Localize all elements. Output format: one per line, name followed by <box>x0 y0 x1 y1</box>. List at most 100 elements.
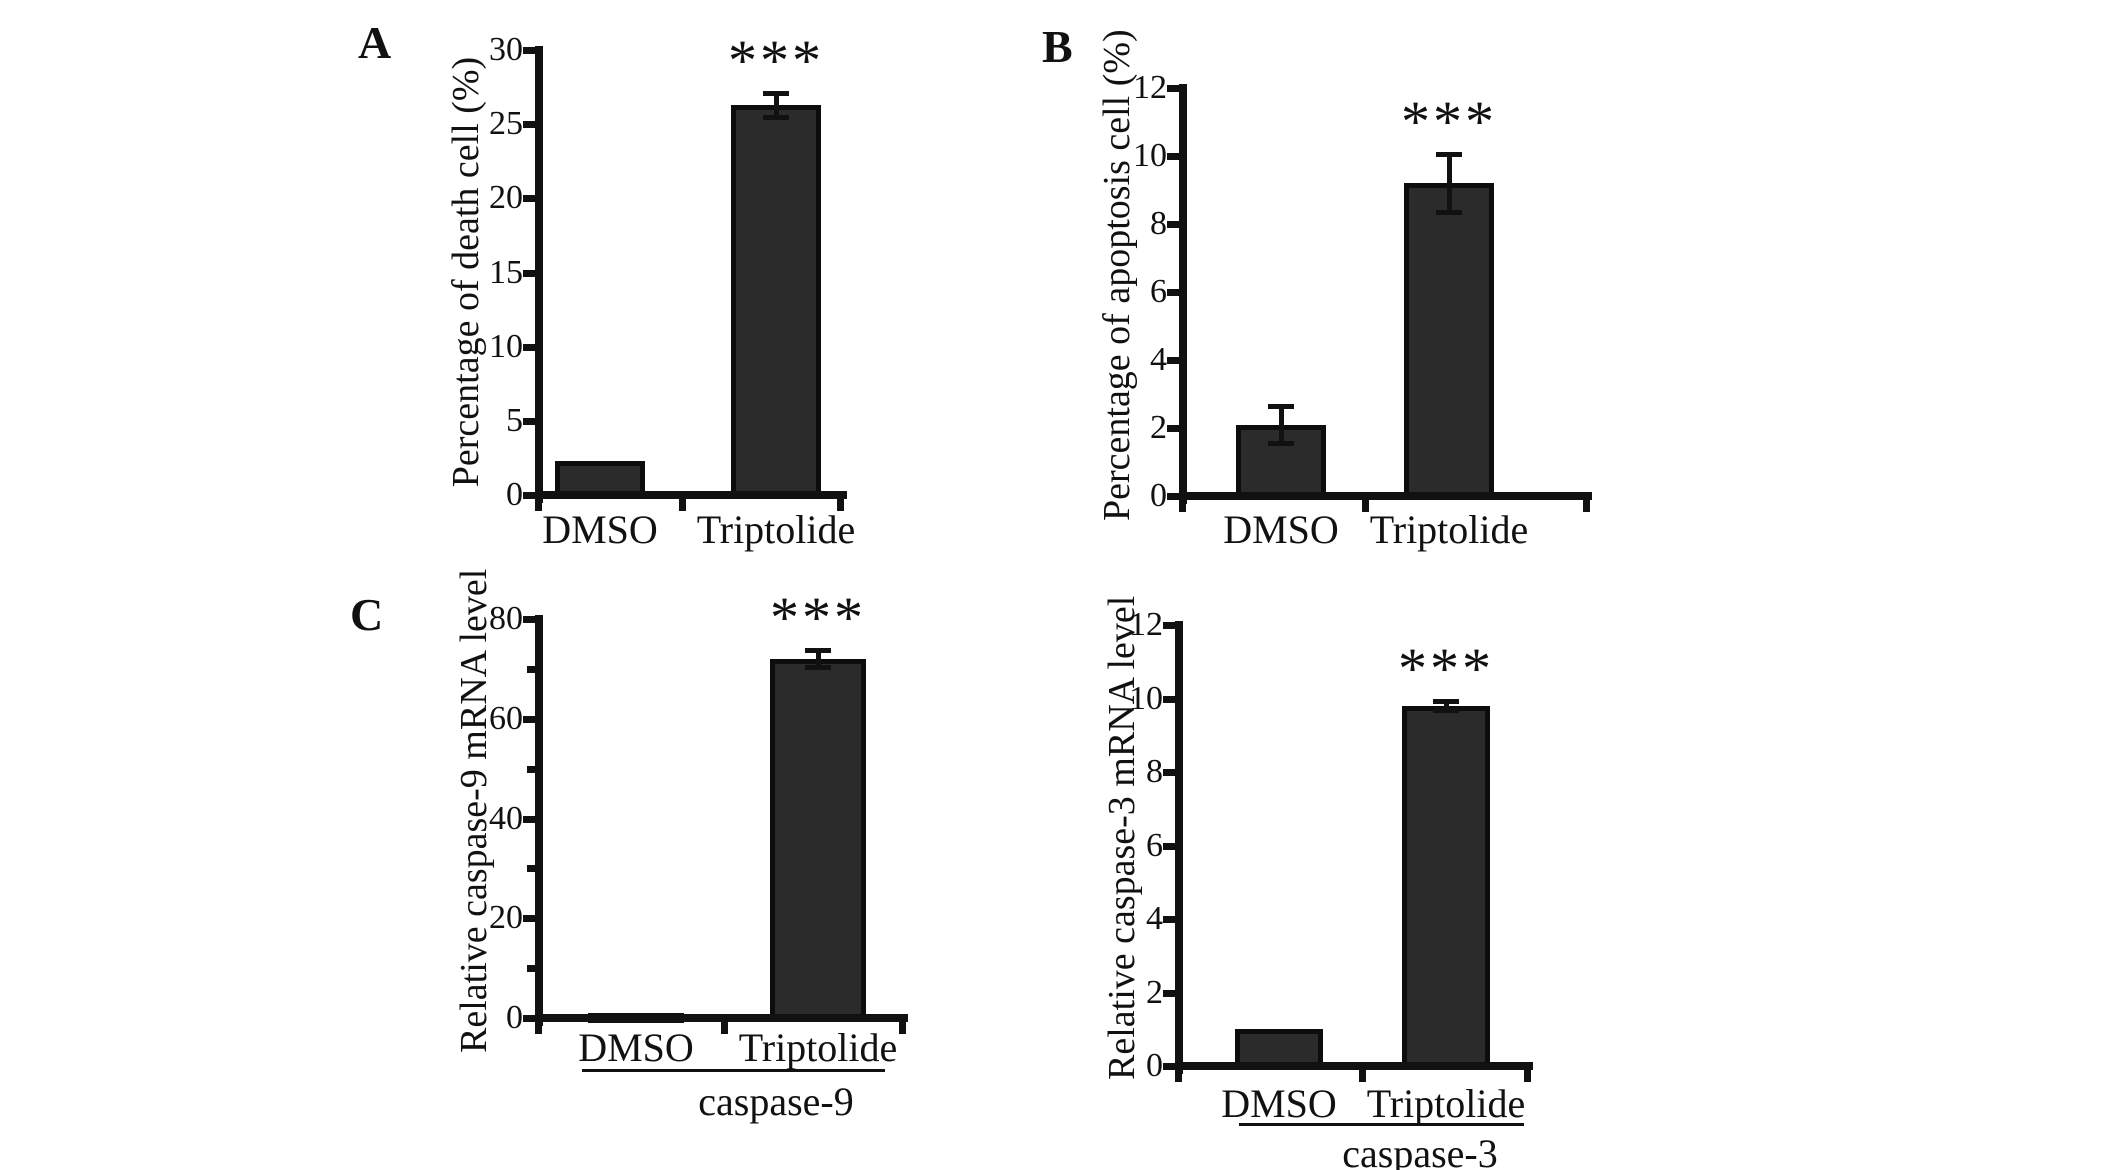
x-tick-right <box>837 499 844 511</box>
error-bar-stem <box>1447 154 1452 213</box>
y-tick-label: 0 <box>506 999 523 1036</box>
x-category-label: Triptolide <box>696 507 856 552</box>
y-tick-label: 8 <box>1146 753 1163 790</box>
y-tick-label: 0 <box>1150 477 1167 514</box>
panel-b-label: B <box>1042 21 1073 72</box>
y-tick <box>1163 916 1175 923</box>
y-tick-label: 10 <box>1133 137 1167 174</box>
y-tick <box>523 1015 535 1022</box>
y-tick <box>1163 842 1175 850</box>
x-axis <box>1179 492 1592 500</box>
bar-triptolide <box>1404 183 1494 500</box>
y-axis <box>535 615 543 1026</box>
error-bar-stem <box>816 650 821 668</box>
y-tick <box>523 121 535 129</box>
error-bar-cap-top <box>1436 152 1462 158</box>
x-tick-left <box>1175 1070 1182 1082</box>
y-tick-label: 5 <box>506 401 523 439</box>
bar-triptolide <box>770 658 866 1022</box>
y-tick <box>523 343 535 351</box>
error-bar-cap-top <box>805 648 831 654</box>
error-bar-stem <box>1279 405 1284 444</box>
x-axis <box>1175 1062 1533 1070</box>
x-tick-left <box>535 499 542 511</box>
y-tick <box>1167 289 1179 296</box>
y-tick <box>523 492 535 499</box>
y-minor-tick <box>527 665 535 673</box>
y-tick-label: 12 <box>1133 69 1167 106</box>
y-tick-label: 80 <box>489 600 523 637</box>
y-tick <box>1163 989 1175 997</box>
y-tick <box>523 815 535 823</box>
y-axis <box>1179 84 1187 504</box>
x-tick-middle <box>721 1022 728 1034</box>
y-tick-label: 0 <box>1146 1047 1163 1084</box>
y-tick-label: 0 <box>506 476 523 513</box>
x-category-label: DMSO <box>542 507 658 552</box>
y-tick-label: 10 <box>489 327 523 365</box>
x-category-label: Triptolide <box>1366 1081 1526 1126</box>
y-tick-label: 30 <box>489 31 523 68</box>
x-tick-right <box>1524 1070 1531 1082</box>
y-tick <box>1163 769 1175 776</box>
y-tick <box>1163 622 1175 629</box>
significance-stars: *** <box>728 28 824 94</box>
x-tick-left <box>535 1022 542 1034</box>
y-tick-label: 2 <box>1146 973 1163 1011</box>
y-tick <box>523 915 535 923</box>
error-bar-cap-bottom <box>1433 708 1459 714</box>
y-tick <box>523 47 535 54</box>
significance-stars: *** <box>1398 636 1494 702</box>
x-axis <box>535 491 847 499</box>
panel-a-label: A <box>358 17 392 68</box>
x-category-label: Triptolide <box>1369 507 1529 552</box>
error-bar-cap-bottom <box>763 114 789 120</box>
error-bar-cap-top <box>763 91 789 97</box>
x-tick-middle <box>1359 1070 1366 1082</box>
y-tick-label: 40 <box>489 799 523 837</box>
error-bar-stem <box>1444 701 1449 711</box>
significance-stars: *** <box>1401 89 1497 155</box>
y-tick-label: 20 <box>489 179 523 217</box>
group-label: caspase-3 <box>1342 1131 1498 1170</box>
error-bar-cap-bottom <box>1268 441 1294 447</box>
error-bar-cap-bottom <box>1436 210 1462 216</box>
y-tick <box>1167 221 1179 228</box>
x-tick-left <box>1179 500 1186 512</box>
y-minor-tick <box>527 865 535 873</box>
x-tick-right <box>1583 500 1590 512</box>
x-tick-middle <box>1362 500 1369 512</box>
x-category-label: DMSO <box>578 1025 694 1070</box>
error-bar-cap-top <box>1433 699 1459 705</box>
y-tick-label: 6 <box>1150 273 1167 310</box>
group-underline <box>1239 1123 1524 1126</box>
y-tick-label: 12 <box>1129 606 1163 643</box>
y-tick <box>523 195 535 203</box>
y-tick <box>1167 153 1179 160</box>
y-tick-label: 6 <box>1146 826 1163 864</box>
x-tick-middle <box>679 499 686 511</box>
y-minor-tick <box>527 965 535 973</box>
error-bar-cap-bottom <box>805 665 831 671</box>
x-axis <box>535 1014 908 1022</box>
y-axis <box>1175 621 1183 1074</box>
y-tick <box>523 616 535 623</box>
y-minor-tick <box>527 765 535 773</box>
y-tick <box>1167 357 1179 364</box>
x-category-label: Triptolide <box>738 1025 898 1070</box>
significance-stars: *** <box>770 585 866 651</box>
group-underline <box>582 1069 885 1072</box>
y-tick-label: 15 <box>489 253 523 291</box>
panel-c-label: C <box>350 589 384 640</box>
y-tick <box>1167 85 1179 92</box>
y-tick-label: 2 <box>1150 409 1167 446</box>
y-tick-label: 20 <box>489 899 523 937</box>
x-category-label: DMSO <box>1223 507 1339 552</box>
error-bar-stem <box>774 93 779 117</box>
y-tick <box>1167 425 1179 432</box>
y-tick-label: 8 <box>1150 205 1167 242</box>
x-tick-right <box>899 1022 906 1034</box>
y-tick-label: 10 <box>1129 679 1163 717</box>
y-tick-label: 4 <box>1150 341 1167 378</box>
